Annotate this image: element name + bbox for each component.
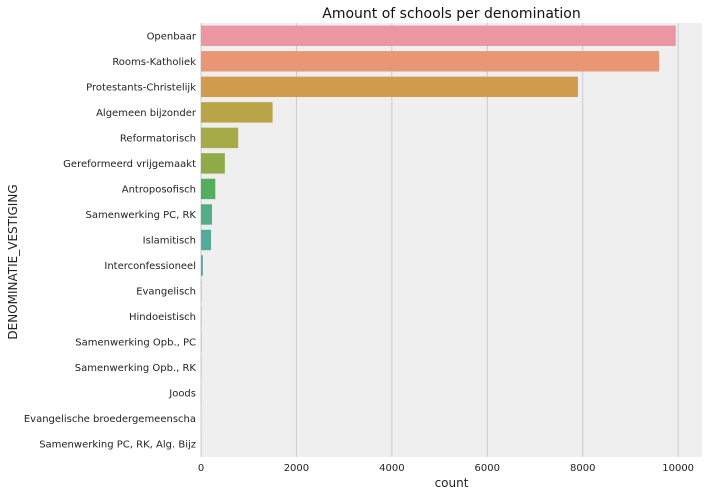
y-tick-labels: Openbaar Rooms-Katholiek Protestants-Chris… xyxy=(24,31,197,450)
x-tick-label: 6000 xyxy=(475,463,500,474)
y-tick-label: Evangelisch xyxy=(136,287,196,298)
y-tick-label: Rooms-Katholiek xyxy=(112,57,196,68)
y-tick-label: Protestants-Christelijk xyxy=(86,82,196,93)
x-tick-label: 4000 xyxy=(379,463,404,474)
bar-interconfessioneel xyxy=(201,255,203,276)
y-tick-label: Gereformeerd vrijgemaakt xyxy=(63,159,196,170)
y-tick-label: Interconfessioneel xyxy=(104,261,196,272)
chart-title: Amount of schools per denomination xyxy=(322,6,580,22)
x-tick-labels: 0 2000 4000 6000 8000 10000 xyxy=(198,463,694,474)
bar-antroposofisch xyxy=(201,178,216,200)
y-tick-label: Evangelische broedergemeenscha xyxy=(24,414,196,425)
y-tick-label: Reformatorisch xyxy=(120,133,196,144)
x-tick-label: 10000 xyxy=(662,463,694,474)
bar-openbaar xyxy=(201,25,676,46)
y-axis-title: DENOMINATIE_VESTIGING xyxy=(6,184,20,339)
y-tick-label: Algemeen bijzonder xyxy=(96,108,197,119)
x-axis-title: count xyxy=(435,476,469,490)
y-tick-label: Openbaar xyxy=(147,31,197,42)
y-tick-label: Samenwerking PC, RK, Alg. Bijz xyxy=(39,440,196,451)
bar-gereformeerd-vrijgemaakt xyxy=(201,153,225,174)
y-tick-label: Samenwerking Opb., RK xyxy=(75,363,197,374)
y-tick-label: Samenwerking Opb., PC xyxy=(75,338,196,349)
bar-islamitisch xyxy=(201,229,212,251)
x-tick-label: 2000 xyxy=(284,463,309,474)
x-tick-label: 8000 xyxy=(570,463,595,474)
bars xyxy=(201,25,676,455)
y-tick-label: Antroposofisch xyxy=(122,184,196,195)
bar-reformatorisch xyxy=(201,127,239,149)
bar-rooms-katholiek xyxy=(201,51,660,72)
x-tick-label: 0 xyxy=(198,463,204,474)
y-tick-label: Islamitisch xyxy=(143,236,196,247)
bar-protestants-christelijk xyxy=(201,76,578,98)
y-tick-label: Hindoeistisch xyxy=(129,312,196,323)
bar-algemeen-bijzonder xyxy=(201,102,273,123)
y-tick-label: Joods xyxy=(168,389,196,400)
y-tick-label: Samenwerking PC, RK xyxy=(86,210,197,221)
bar-samenwerking-pc-rk xyxy=(201,204,212,225)
